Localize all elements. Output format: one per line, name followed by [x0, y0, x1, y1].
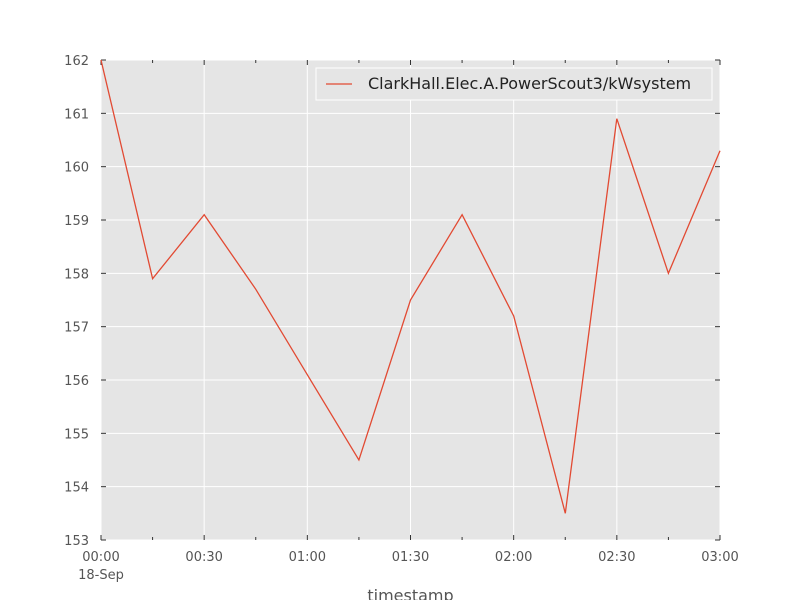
x-tick-label: 03:00: [701, 550, 738, 565]
x-tick-label: 00:30: [185, 550, 222, 565]
y-tick-label: 160: [64, 161, 89, 176]
y-tick-label: 155: [64, 427, 89, 442]
y-tick-label: 154: [64, 481, 89, 496]
y-tick-label: 156: [64, 374, 89, 389]
y-tick-label: 153: [64, 534, 89, 549]
axis-ticks: [100, 59, 721, 541]
series-line: [100, 59, 721, 514]
x-axis-date-label: 18-Sep: [78, 568, 124, 583]
x-tick-label: 01:00: [289, 550, 326, 565]
x-tick-label: 01:30: [392, 550, 429, 565]
legend-label: ClarkHall.Elec.A.PowerScout3/kWsystem: [368, 74, 691, 93]
y-tick-label: 158: [64, 267, 89, 282]
x-tick-label: 02:30: [598, 550, 635, 565]
y-tick-label: 161: [64, 107, 89, 122]
legend: ClarkHall.Elec.A.PowerScout3/kWsystem: [315, 67, 713, 101]
y-axis-tick-labels: 153 154 155 156 157 158 159 160 161 162: [64, 54, 89, 549]
y-tick-label: 159: [64, 214, 89, 229]
y-tick-label: 157: [64, 321, 89, 336]
series-group: [100, 59, 721, 514]
legend-frame: [315, 67, 713, 101]
x-axis-title: timestamp: [367, 586, 453, 600]
x-axis-tick-labels: 00:00 00:30 01:00 01:30 02:00 02:30 03:00: [82, 550, 738, 565]
x-tick-label: 00:00: [82, 550, 119, 565]
y-tick-label: 162: [64, 54, 89, 69]
x-tick-label: 02:00: [495, 550, 532, 565]
